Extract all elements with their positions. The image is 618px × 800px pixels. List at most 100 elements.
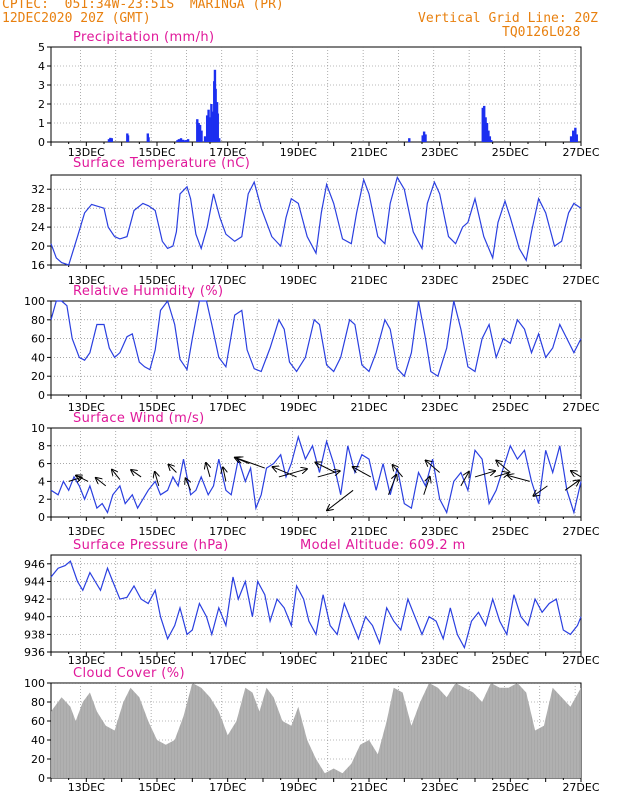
wind-arrow	[496, 461, 511, 473]
panel-3-xtick-label: 27DEC	[562, 401, 599, 414]
precip-bar	[569, 136, 573, 142]
wind-arrow	[508, 475, 530, 482]
series-line-2	[50, 175, 582, 266]
precip-bar	[186, 139, 190, 142]
precip-bar	[208, 117, 212, 142]
panel-3-ytick-label: 40	[31, 351, 45, 364]
panel-1-ytick-label: 5	[38, 41, 45, 54]
panel-4-xtick-label: 25DEC	[492, 525, 529, 538]
panel-6-xtick-label: 21DEC	[350, 781, 387, 794]
panel-2-xtick-label: 23DEC	[421, 274, 458, 287]
panel-5-title: Surface Pressure (hPa)	[73, 538, 229, 553]
precip-bar	[214, 88, 217, 142]
panel-1-ytick-label: 2	[38, 98, 45, 111]
precip-bar	[147, 137, 150, 142]
wind-arrow	[317, 471, 340, 478]
precip-bar	[205, 115, 209, 142]
panel-5-ytick-label: 938	[24, 628, 45, 641]
precip-bar	[198, 124, 202, 142]
panel-2-xtick-label: 27DEC	[562, 274, 599, 287]
panel-5-frame	[50, 554, 582, 653]
panel-6-ytick-label: 60	[31, 715, 45, 728]
panel-6-xtick-label: 19DEC	[280, 781, 317, 794]
panel-5-ytick-label: 940	[24, 611, 45, 624]
panel-1-xtick-label: 23DEC	[421, 146, 458, 159]
panel-4-ytick-label: 0	[38, 511, 45, 524]
panel-2-xtick-label: 19DEC	[280, 274, 317, 287]
panel-3-ytick-label: 0	[38, 389, 45, 402]
panel-1-xtick-label: 13DEC	[68, 146, 105, 159]
wind-arrow	[533, 485, 548, 496]
precip-bar	[196, 119, 199, 142]
wind-arrow	[393, 465, 403, 478]
panel-6-xtick-label: 23DEC	[421, 781, 458, 794]
panel-4-xtick-label: 19DEC	[280, 525, 317, 538]
panel-3-xtick-label: 17DEC	[209, 401, 246, 414]
precip-bar	[110, 138, 113, 142]
wind-arrow	[426, 461, 440, 473]
wind-arrow	[564, 480, 579, 491]
precip-bar	[200, 130, 203, 142]
panel-6-xtick-label: 13DEC	[68, 781, 105, 794]
wind-arrow	[315, 463, 336, 473]
panel-6-ytick-label: 40	[31, 734, 45, 747]
panel-3-ytick-label: 60	[31, 333, 45, 346]
panel-6-xtick-label: 15DEC	[138, 781, 175, 794]
panel-5-xtick-label: 23DEC	[421, 654, 458, 667]
wind-arrow	[327, 489, 354, 510]
panel-3-xtick-label: 25DEC	[492, 401, 529, 414]
panel-2-xtick-label: 13DEC	[68, 274, 105, 287]
panel-6-xtick-label: 17DEC	[209, 781, 246, 794]
panel-5-xtick-label: 13DEC	[68, 654, 105, 667]
wind-arrow	[273, 467, 297, 478]
panel-2-xtick-label: 25DEC	[492, 274, 529, 287]
panel-4-xtick-label: 23DEC	[421, 525, 458, 538]
precip-bar	[203, 136, 207, 142]
panel-2-ytick-label: 24	[31, 221, 45, 234]
precip-bar	[197, 123, 200, 142]
panel-4-ytick-label: 8	[38, 440, 45, 453]
panel-4-xtick-label: 21DEC	[350, 525, 387, 538]
panel-1-xtick-label: 17DEC	[209, 146, 246, 159]
panel-2-ytick-label: 20	[31, 240, 45, 253]
precip-bar	[408, 138, 411, 142]
panel-6-xtick-label: 25DEC	[492, 781, 529, 794]
precip-bar	[487, 130, 490, 142]
precip-bar	[176, 140, 179, 142]
panel-4-ytick-label: 2	[38, 493, 45, 506]
panel-6-title: Cloud Cover (%)	[73, 666, 185, 681]
panel-2-xtick-label: 17DEC	[209, 274, 246, 287]
cloud-cover-area	[51, 683, 581, 778]
panel-4-ytick-label: 6	[38, 458, 45, 471]
precip-bar	[574, 127, 577, 142]
panel-1-ytick-label: 3	[38, 79, 45, 92]
wind-arrow	[278, 469, 307, 478]
precip-bar	[424, 134, 427, 142]
precip-bar	[109, 137, 112, 142]
station-info: CPTEC: 051:34W-23:51S MARINGA (PR)	[2, 0, 284, 12]
vertical-grid-note: Vertical Grid Line: 20Z	[418, 11, 599, 26]
panel-4-xtick-label: 27DEC	[562, 525, 599, 538]
wind-arrow	[131, 470, 142, 478]
panel-2-ytick-label: 16	[31, 259, 45, 272]
wind-arrow	[423, 477, 430, 495]
panel-1-xtick-label: 19DEC	[280, 146, 317, 159]
wind-arrow	[155, 472, 159, 486]
precip-bar	[421, 135, 424, 142]
series-line-5	[50, 560, 582, 650]
panel-3-xtick-label: 15DEC	[138, 401, 175, 414]
precip-bar	[216, 113, 219, 142]
precip-bar	[482, 105, 486, 142]
wind-arrow	[96, 478, 107, 487]
run-datetime: 12DEC2020 20Z (GMT)	[2, 11, 151, 26]
wind-arrow	[353, 467, 372, 478]
panel-1-xtick-label: 15DEC	[138, 146, 175, 159]
panel-4-xtick-label: 13DEC	[68, 525, 105, 538]
precip-bar	[210, 104, 213, 142]
precip-bar	[422, 131, 426, 142]
panel-5-ytick-label: 936	[24, 646, 45, 659]
panel-6-ytick-label: 0	[38, 772, 45, 785]
precip-bar	[211, 111, 215, 142]
precip-bar	[126, 135, 130, 142]
